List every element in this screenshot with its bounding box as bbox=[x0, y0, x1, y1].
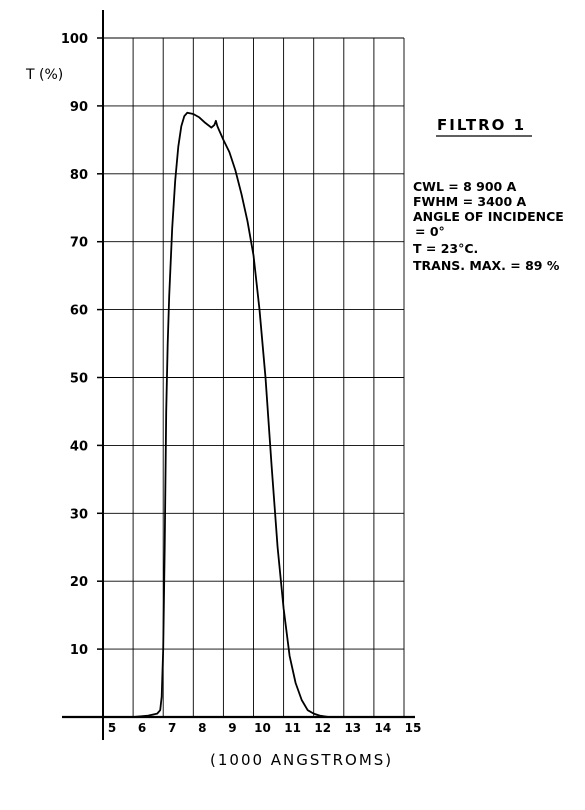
y-tick-label: 70 bbox=[70, 236, 88, 251]
y-tick-label: 50 bbox=[70, 372, 88, 387]
x-tick-label: 6 bbox=[138, 721, 146, 735]
x-tick-label: 15 bbox=[405, 721, 422, 735]
y-tick-label: 10 bbox=[70, 643, 88, 658]
y-tick-label: 80 bbox=[70, 168, 88, 183]
grid bbox=[103, 37, 404, 717]
x-tick-label: 12 bbox=[314, 721, 331, 735]
spec-line: CWL = 8 900 A bbox=[413, 179, 517, 194]
x-tick-label: 13 bbox=[344, 721, 361, 735]
filter-specs: CWL = 8 900 A FWHM = 3400 A ANGLE OF INC… bbox=[413, 179, 564, 273]
y-axis-label: T (%) bbox=[25, 67, 63, 83]
x-tick-label: 5 bbox=[108, 721, 116, 735]
spec-line: ANGLE OF INCIDENCE bbox=[413, 209, 564, 224]
y-tick-label: 90 bbox=[70, 100, 88, 115]
x-tick-label: 11 bbox=[284, 721, 301, 735]
x-tick-label: 10 bbox=[254, 721, 271, 735]
y-tick-label: 40 bbox=[70, 439, 88, 454]
y-tick-label: 100 bbox=[61, 32, 88, 47]
y-tick-label: 60 bbox=[70, 304, 88, 319]
x-tick-label: 14 bbox=[375, 721, 392, 735]
spec-line: = 0° bbox=[415, 224, 445, 239]
x-tick-label: 7 bbox=[168, 721, 176, 735]
spec-line: TRANS. MAX. = 89 % bbox=[413, 258, 560, 273]
filter-title: FILTRO 1 bbox=[437, 116, 526, 134]
spec-line: FWHM = 3400 A bbox=[413, 194, 527, 209]
x-tick-labels: 5 6 7 8 9 10 11 12 13 14 15 bbox=[108, 721, 422, 735]
y-tick-label: 30 bbox=[70, 507, 88, 522]
transmission-curve bbox=[103, 111, 404, 718]
y-tick-labels: 10 20 30 40 50 60 70 80 90 100 bbox=[61, 32, 88, 658]
y-tick-label: 20 bbox=[70, 575, 88, 590]
x-tick-label: 9 bbox=[228, 721, 236, 735]
axes bbox=[62, 10, 415, 740]
spec-line: T = 23°C. bbox=[413, 241, 478, 256]
x-axis-label: (1000 ANGSTROMS) bbox=[210, 751, 393, 769]
x-tick-label: 8 bbox=[198, 721, 206, 735]
